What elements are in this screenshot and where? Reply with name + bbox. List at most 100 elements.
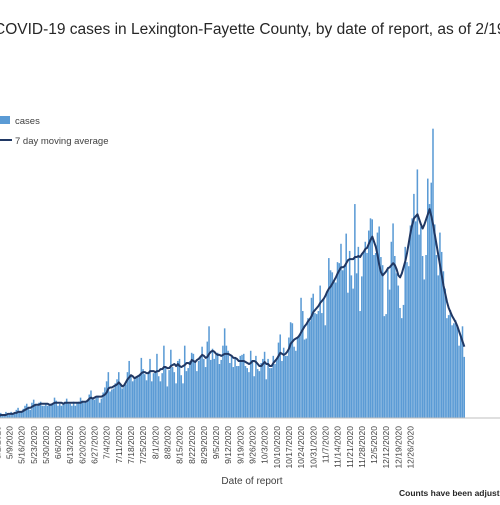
case-bar <box>6 413 9 418</box>
case-bar <box>414 221 417 418</box>
x-tick-label: 8/15/2020 <box>175 426 185 464</box>
case-bar <box>439 232 441 418</box>
case-bar <box>126 372 129 418</box>
case-bar <box>352 288 354 418</box>
x-tick-label: 10/17/2020 <box>284 426 294 469</box>
case-bar <box>373 255 375 418</box>
case-bar <box>142 369 144 418</box>
case-bar <box>67 403 70 418</box>
case-bar <box>20 411 23 418</box>
case-bar <box>270 368 273 418</box>
case-bar <box>312 293 314 418</box>
case-bar <box>383 316 386 419</box>
case-bar <box>65 398 68 418</box>
x-tick-label: 7/18/2020 <box>126 426 136 464</box>
case-bar <box>440 251 443 418</box>
case-bar <box>447 315 450 418</box>
case-bar <box>303 339 306 418</box>
case-bar <box>225 345 228 418</box>
chart-legend: cases 7 day moving average <box>0 116 108 147</box>
case-bar <box>90 390 92 418</box>
case-bar <box>163 345 165 418</box>
case-bar <box>180 375 183 418</box>
case-bar <box>277 342 280 418</box>
case-bar <box>461 326 464 418</box>
case-bar <box>88 394 91 418</box>
x-tick-label: 12/26/2020 <box>406 426 416 469</box>
case-bar <box>322 298 325 418</box>
case-bar <box>27 406 30 418</box>
case-bar <box>58 403 61 418</box>
x-tick-label: 6/27/2020 <box>90 426 100 464</box>
case-bar <box>52 403 54 418</box>
case-bar <box>229 362 231 418</box>
case-bar <box>45 403 47 418</box>
case-bar <box>331 272 334 418</box>
x-tick-label: 12/19/2020 <box>393 426 403 469</box>
case-bar <box>121 388 123 418</box>
x-tick-label: 5/30/2020 <box>41 426 51 464</box>
case-bar <box>253 376 255 418</box>
case-bar <box>199 355 202 418</box>
case-bar <box>25 403 28 418</box>
x-tick-label: 8/29/2020 <box>199 426 209 464</box>
case-bar <box>124 384 127 418</box>
case-bar <box>81 400 84 418</box>
case-bar <box>319 285 321 418</box>
case-bar <box>46 405 49 418</box>
case-bar <box>237 366 240 418</box>
case-bar <box>57 405 59 418</box>
x-tick-label: 7/4/2020 <box>102 426 112 459</box>
case-bar <box>298 334 301 418</box>
case-bar <box>79 397 82 419</box>
case-bar <box>338 263 341 418</box>
case-bar <box>183 345 186 418</box>
case-bar <box>421 256 424 418</box>
case-bar <box>24 405 26 418</box>
case-bar <box>55 400 58 418</box>
case-bar <box>232 367 235 418</box>
case-bar <box>157 376 160 418</box>
case-bar <box>208 326 210 418</box>
x-tick-label: 7/11/2020 <box>114 426 124 463</box>
case-bar <box>102 392 104 418</box>
case-bar <box>98 402 101 418</box>
case-bar <box>387 267 389 418</box>
case-bar <box>374 252 377 418</box>
case-bar <box>182 383 184 418</box>
case-bar <box>420 226 422 418</box>
case-bar <box>171 367 174 418</box>
x-tick-label: 11/7/2020 <box>320 426 330 463</box>
case-bar <box>156 353 158 418</box>
case-bar <box>196 371 198 418</box>
case-bar <box>395 273 398 418</box>
case-bar <box>138 374 141 418</box>
case-bar <box>131 381 134 418</box>
case-bar <box>275 357 278 418</box>
x-tick-label: 7/25/2020 <box>138 426 148 464</box>
case-bar <box>135 377 137 418</box>
case-bar <box>456 326 459 418</box>
case-bar <box>152 373 155 418</box>
case-bar <box>117 372 120 418</box>
case-bar <box>451 325 453 418</box>
case-bar <box>236 366 238 418</box>
case-bar <box>246 368 248 418</box>
case-bar <box>48 404 51 418</box>
x-axis-title: Date of report <box>221 476 282 487</box>
case-bar <box>216 352 219 418</box>
case-bar <box>32 399 35 418</box>
case-bar <box>149 358 151 418</box>
case-bar <box>315 314 318 418</box>
case-bar <box>86 399 89 418</box>
case-bar <box>190 352 193 418</box>
case-bar <box>241 354 243 418</box>
case-bar <box>354 204 356 418</box>
case-bar <box>13 413 16 418</box>
case-bar <box>302 311 304 418</box>
case-bar <box>326 292 328 418</box>
case-bar <box>307 318 309 418</box>
case-bar <box>460 336 462 418</box>
case-bar <box>407 266 410 418</box>
case-bar <box>404 246 406 418</box>
